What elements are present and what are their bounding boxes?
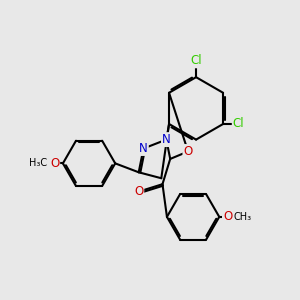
Text: Cl: Cl <box>233 118 244 130</box>
Text: H₃C: H₃C <box>29 158 47 168</box>
Text: Cl: Cl <box>190 54 202 67</box>
Text: O: O <box>223 210 232 224</box>
Text: O: O <box>50 157 59 170</box>
Text: N: N <box>139 142 148 155</box>
Text: CH₃: CH₃ <box>233 212 251 222</box>
Text: O: O <box>134 185 143 198</box>
Text: O: O <box>183 145 193 158</box>
Text: N: N <box>162 133 171 146</box>
